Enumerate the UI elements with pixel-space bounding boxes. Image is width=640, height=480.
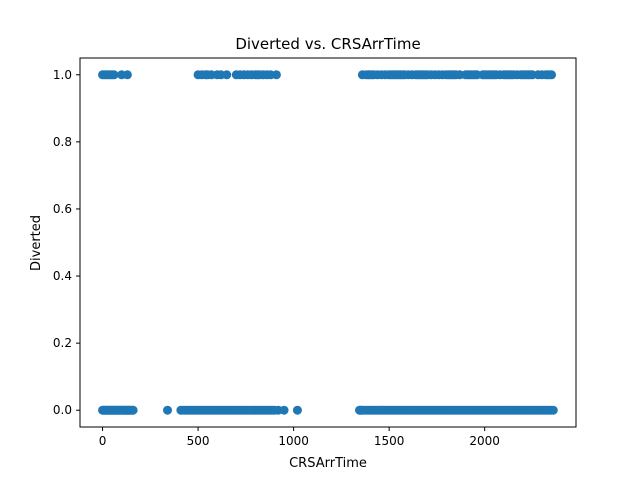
x-tick-label: 1000 (278, 434, 309, 448)
data-point (122, 70, 132, 80)
data-point (547, 70, 557, 80)
x-tick-label: 500 (187, 434, 210, 448)
x-tick-label: 2000 (469, 434, 500, 448)
plot-frame (79, 57, 577, 428)
y-axis-ticks: 0.0 0.2 0.4 0.6 0.8 1.0 (53, 68, 80, 417)
y-tick-label: 0.8 (53, 135, 72, 149)
y-tick-label: 0.4 (53, 269, 72, 283)
data-points (98, 70, 558, 415)
x-axis-label: CRSArrTime (289, 456, 367, 471)
data-point (128, 405, 138, 415)
data-point (271, 70, 281, 80)
x-axis-ticks: 0 500 1000 1500 2000 (99, 427, 500, 448)
y-tick-label: 0.6 (53, 202, 72, 216)
x-tick-label: 1500 (374, 434, 405, 448)
data-point (279, 405, 289, 415)
data-point (222, 70, 232, 80)
y-tick-label: 1.0 (53, 68, 72, 82)
chart-title: Diverted vs. CRSArrTime (235, 35, 420, 53)
y-tick-label: 0.2 (53, 336, 72, 350)
data-point (292, 405, 302, 415)
x-tick-label: 0 (99, 434, 107, 448)
data-point (109, 70, 119, 80)
y-tick-label: 0.0 (53, 403, 72, 417)
y-axis-label: Diverted (29, 215, 44, 271)
data-point (548, 405, 558, 415)
data-point (163, 405, 173, 415)
